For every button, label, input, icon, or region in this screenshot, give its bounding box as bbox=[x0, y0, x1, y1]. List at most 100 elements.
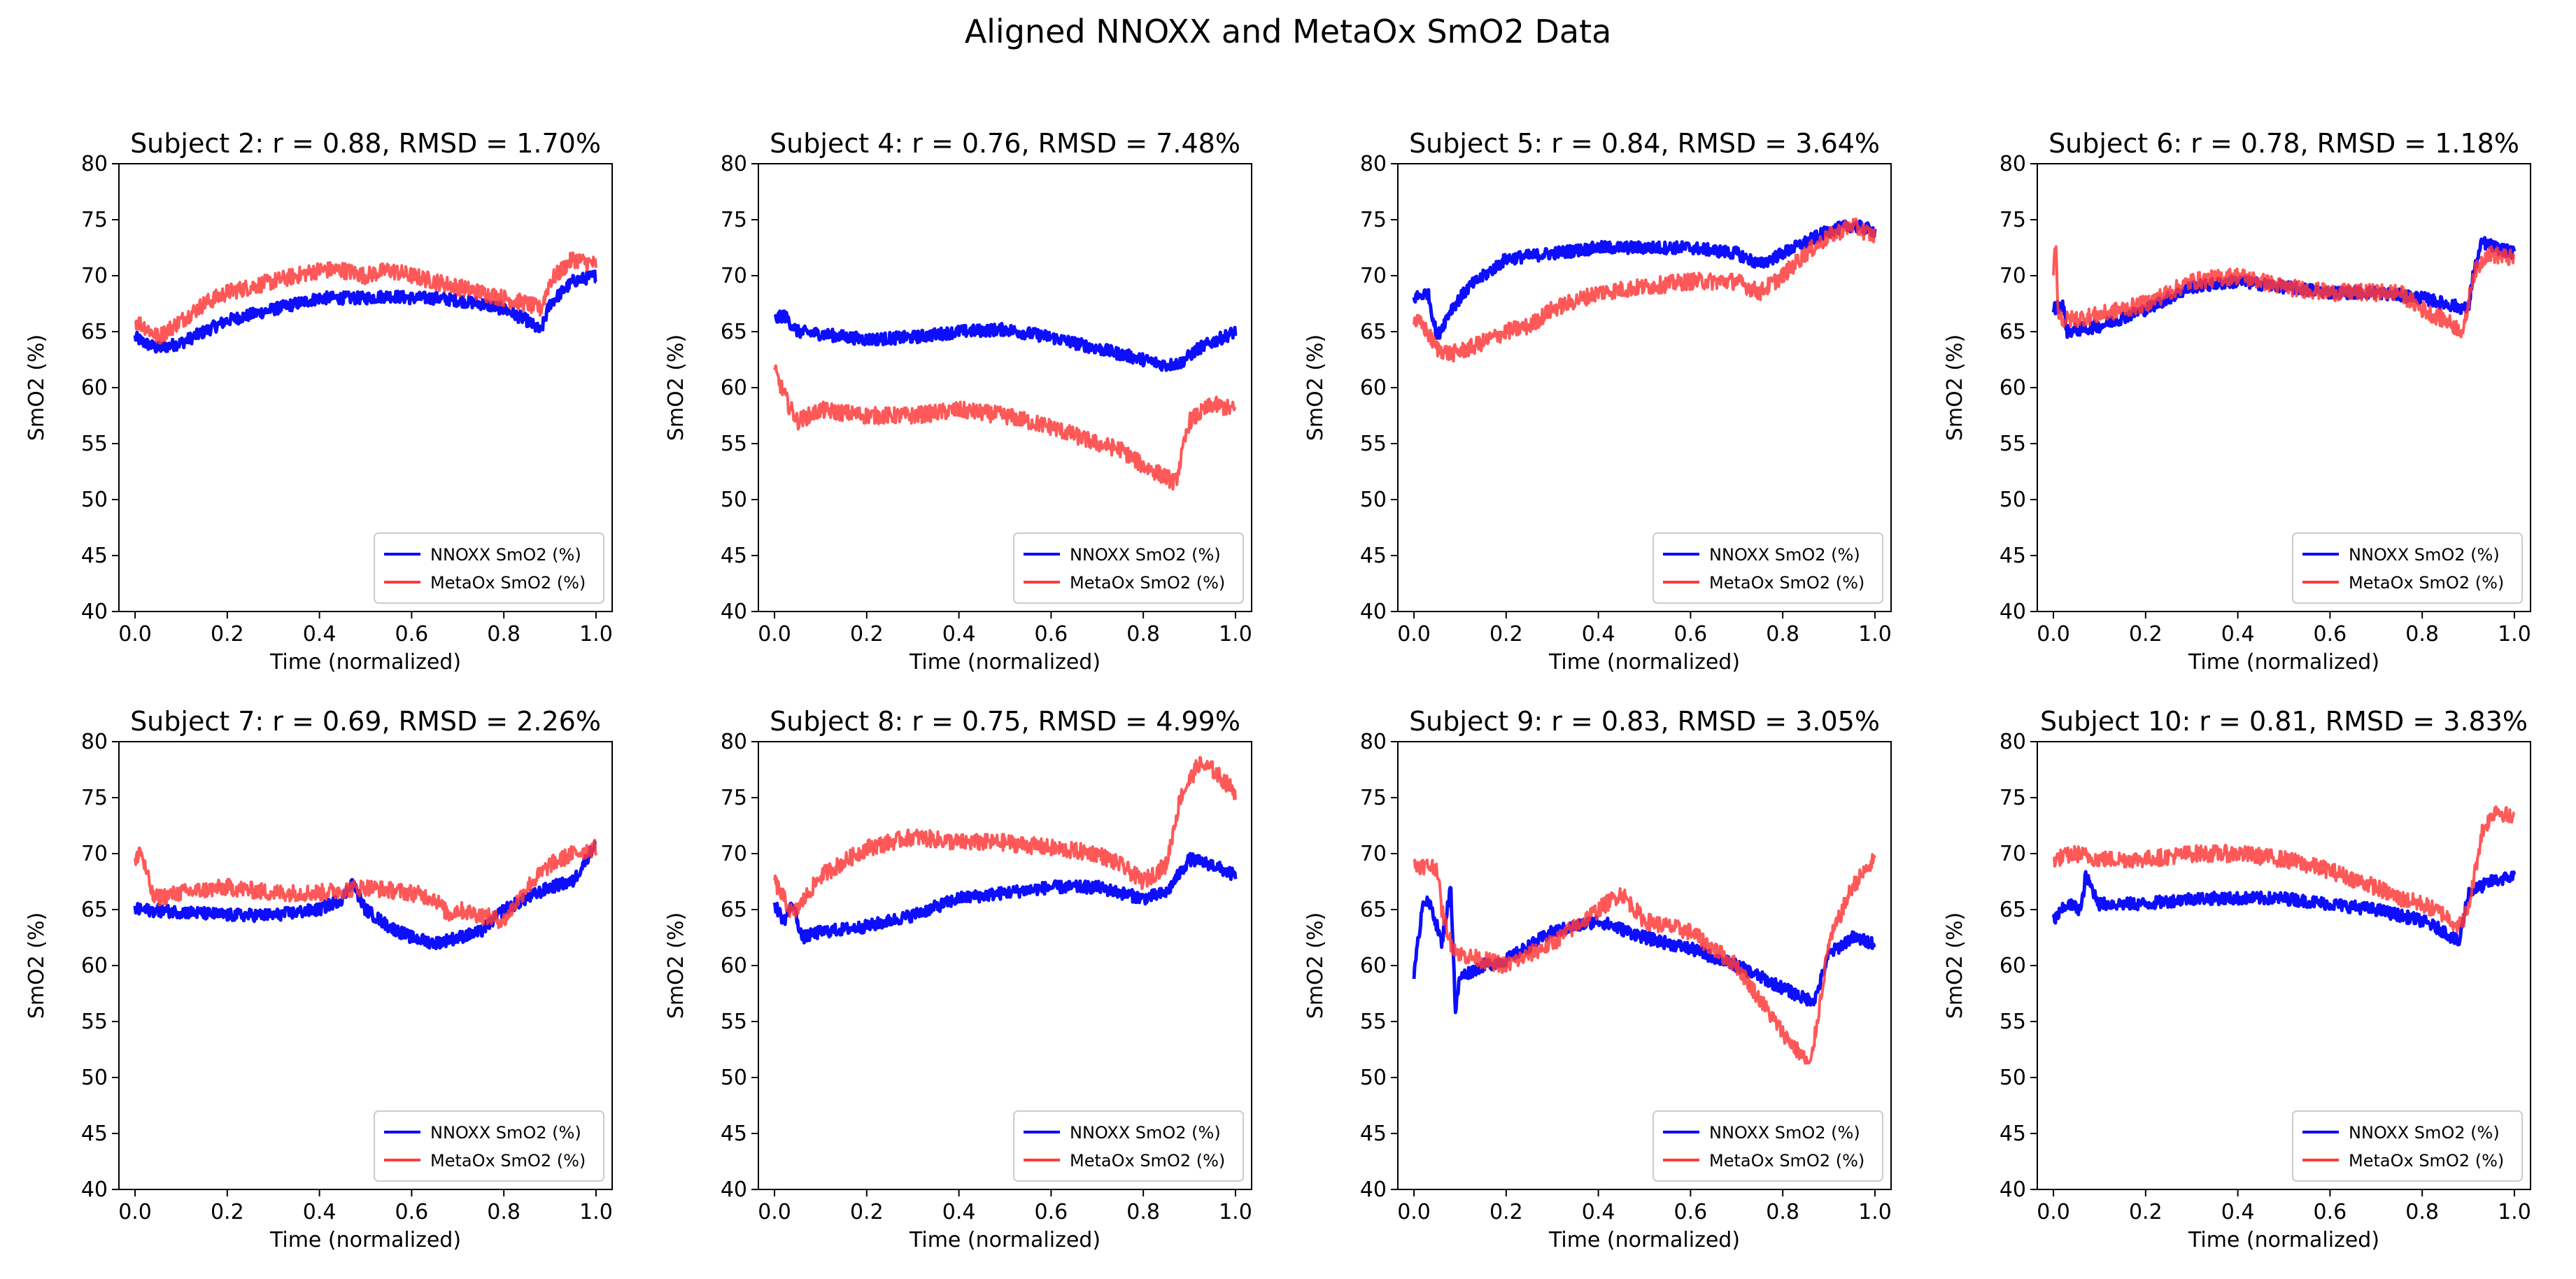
subplot-6: 40 45 50 55 60 65 70 75 80 0.0 0.2 0.4 0.6 0.8 1.0 Subj… bbox=[664, 706, 1252, 1252]
legend-box bbox=[1653, 532, 1883, 604]
metaox-series-line bbox=[2052, 245, 2515, 339]
subplot-title: Subject 8: r = 0.75, RMSD = 4.99% bbox=[770, 706, 1240, 737]
y-axis-label: SmO2 (%) bbox=[1943, 912, 1967, 1019]
legend: NNOXX SmO2 (%) MetaOx SmO2 (%) bbox=[374, 532, 604, 604]
x-axis-label: Time (normalized) bbox=[1548, 1228, 1740, 1252]
x-tick-label: 0.0 bbox=[1397, 622, 1431, 646]
y-tick-label: 75 bbox=[721, 208, 747, 232]
x-tick-label: 0.8 bbox=[1126, 1200, 1160, 1224]
y-tick-label: 45 bbox=[2000, 1122, 2026, 1146]
y-tick-label: 50 bbox=[81, 488, 108, 512]
legend-label: MetaOx SmO2 (%) bbox=[430, 573, 586, 593]
y-tick-label: 65 bbox=[81, 898, 108, 922]
y-tick-label: 55 bbox=[2000, 1010, 2026, 1034]
metaox-series-line bbox=[773, 364, 1237, 491]
y-tick-label: 45 bbox=[81, 544, 108, 568]
y-tick-label: 70 bbox=[721, 842, 747, 866]
legend: NNOXX SmO2 (%) MetaOx SmO2 (%) bbox=[1653, 1110, 1883, 1182]
y-tick-label: 55 bbox=[1360, 432, 1387, 456]
y-tick-label: 65 bbox=[721, 898, 747, 922]
x-tick-label: 0.8 bbox=[2405, 622, 2439, 646]
y-tick-label: 50 bbox=[721, 1066, 747, 1090]
nnoxx-series-line bbox=[133, 840, 597, 951]
x-tick-label: 1.0 bbox=[579, 1200, 613, 1224]
subplot-title: Subject 4: r = 0.76, RMSD = 7.48% bbox=[770, 128, 1240, 159]
y-tick-label: 55 bbox=[81, 432, 108, 456]
legend-label: NNOXX SmO2 (%) bbox=[2349, 545, 2500, 565]
x-tick-label: 0.4 bbox=[942, 1200, 976, 1224]
nnoxx-series-line bbox=[133, 269, 597, 354]
y-axis-label: SmO2 (%) bbox=[24, 334, 49, 441]
x-tick-label: 0.0 bbox=[758, 1200, 791, 1224]
y-tick-label: 50 bbox=[1360, 488, 1387, 512]
y-tick-label: 70 bbox=[1360, 264, 1387, 288]
x-tick-label: 0.4 bbox=[2221, 1200, 2255, 1224]
x-tick-label: 0.8 bbox=[487, 1200, 521, 1224]
y-tick-label: 65 bbox=[2000, 320, 2026, 344]
subplot-2: 40 45 50 55 60 65 70 75 80 0.0 0.2 0.4 0.6 0.8 1.0 Subj… bbox=[664, 128, 1252, 674]
nnoxx-series-line bbox=[773, 309, 1238, 372]
nnoxx-series-line bbox=[772, 852, 1238, 945]
y-tick-label: 55 bbox=[1360, 1010, 1387, 1034]
legend-box bbox=[1013, 532, 1244, 604]
legend-label: MetaOx SmO2 (%) bbox=[2349, 573, 2504, 593]
nnoxx-series-line bbox=[1412, 219, 1877, 340]
y-axis-label: SmO2 (%) bbox=[664, 912, 688, 1019]
x-tick-label: 0.8 bbox=[1126, 622, 1160, 646]
x-axis-label: Time (normalized) bbox=[269, 650, 461, 674]
x-tick-label: 0.2 bbox=[1489, 1200, 1523, 1224]
y-tick-label: 40 bbox=[1360, 600, 1387, 624]
subplot-7: 40 45 50 55 60 65 70 75 80 0.0 0.2 0.4 0.6 0.8 1.0 Subj… bbox=[1303, 706, 1892, 1252]
y-tick-label: 50 bbox=[2000, 1066, 2026, 1090]
x-tick-label: 0.4 bbox=[303, 622, 337, 646]
x-tick-label: 0.6 bbox=[395, 1200, 429, 1224]
x-tick-label: 1.0 bbox=[2498, 1200, 2531, 1224]
y-tick-label: 60 bbox=[721, 376, 747, 400]
y-tick-label: 50 bbox=[2000, 488, 2026, 512]
y-tick-label: 65 bbox=[721, 320, 747, 344]
x-tick-label: 0.8 bbox=[1766, 622, 1799, 646]
y-tick-label: 55 bbox=[721, 1010, 747, 1034]
y-tick-label: 60 bbox=[2000, 376, 2026, 400]
metaox-series-line bbox=[773, 756, 1237, 919]
y-tick-label: 80 bbox=[2000, 730, 2026, 754]
y-tick-label: 65 bbox=[1360, 320, 1387, 344]
x-tick-label: 1.0 bbox=[579, 622, 613, 646]
y-tick-label: 80 bbox=[81, 730, 108, 754]
y-tick-label: 60 bbox=[721, 954, 747, 978]
x-axis-label: Time (normalized) bbox=[1548, 650, 1740, 674]
y-tick-label: 80 bbox=[81, 152, 108, 176]
y-tick-label: 45 bbox=[1360, 1122, 1387, 1146]
y-tick-label: 60 bbox=[81, 376, 108, 400]
x-tick-label: 0.0 bbox=[2037, 622, 2070, 646]
x-tick-label: 0.0 bbox=[758, 622, 791, 646]
x-tick-label: 0.0 bbox=[118, 622, 152, 646]
legend: NNOXX SmO2 (%) MetaOx SmO2 (%) bbox=[1013, 1110, 1244, 1182]
y-tick-label: 65 bbox=[1360, 898, 1387, 922]
y-tick-label: 75 bbox=[2000, 786, 2026, 810]
y-tick-label: 55 bbox=[721, 432, 747, 456]
x-axis-label: Time (normalized) bbox=[269, 1228, 461, 1252]
x-tick-label: 0.6 bbox=[395, 622, 429, 646]
legend-label: MetaOx SmO2 (%) bbox=[1709, 573, 1864, 593]
x-tick-label: 0.4 bbox=[942, 622, 976, 646]
legend: NNOXX SmO2 (%) MetaOx SmO2 (%) bbox=[374, 1110, 604, 1182]
y-tick-label: 45 bbox=[2000, 544, 2026, 568]
legend: NNOXX SmO2 (%) MetaOx SmO2 (%) bbox=[1653, 532, 1883, 604]
subplot-title: Subject 7: r = 0.69, RMSD = 2.26% bbox=[130, 706, 601, 737]
x-tick-label: 0.6 bbox=[2314, 622, 2347, 646]
x-tick-label: 0.4 bbox=[2221, 622, 2255, 646]
y-axis-label: SmO2 (%) bbox=[664, 334, 688, 441]
metaox-series-line bbox=[1413, 217, 1876, 363]
y-tick-label: 45 bbox=[721, 1122, 747, 1146]
y-tick-label: 70 bbox=[81, 264, 108, 288]
legend-box bbox=[1013, 1110, 1244, 1182]
subplot-8: 40 45 50 55 60 65 70 75 80 0.0 0.2 0.4 0.6 0.8 1.0 Subj… bbox=[1943, 706, 2531, 1252]
y-tick-label: 70 bbox=[1360, 842, 1387, 866]
legend-label: NNOXX SmO2 (%) bbox=[430, 1123, 581, 1143]
x-tick-label: 0.6 bbox=[1035, 1200, 1068, 1224]
nnoxx-series-line bbox=[1412, 886, 1876, 1015]
legend-box bbox=[2292, 1110, 2523, 1182]
y-tick-label: 50 bbox=[1360, 1066, 1387, 1090]
